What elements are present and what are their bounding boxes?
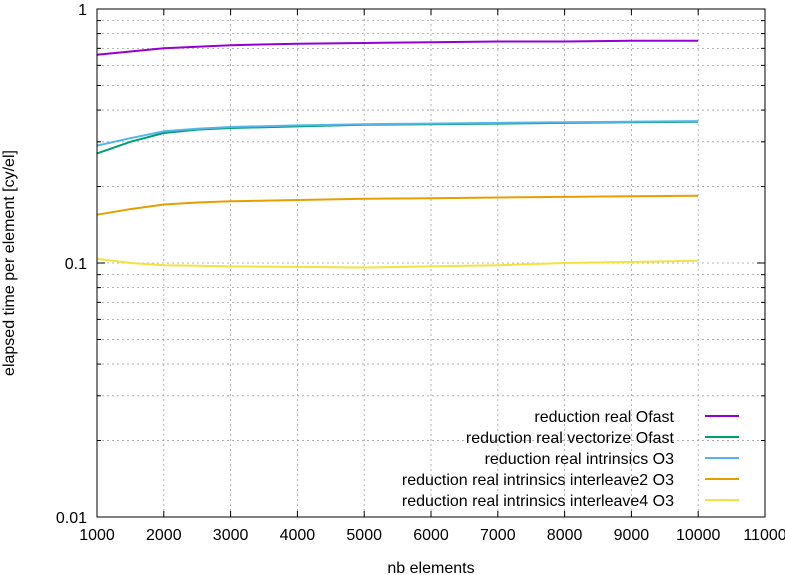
x-tick-label: 5000 xyxy=(346,527,382,544)
y-tick-labels: 0.01 0.1 1 xyxy=(56,2,87,527)
legend: reduction real Ofast reduction real vecto… xyxy=(402,409,739,510)
x-tick-label: 9000 xyxy=(614,527,650,544)
x-tick-label: 3000 xyxy=(213,527,249,544)
x-tick-label: 1000 xyxy=(79,527,115,544)
x-tick-label: 4000 xyxy=(280,527,316,544)
x-tick-label: 2000 xyxy=(146,527,182,544)
legend-label: reduction real vectorize Ofast xyxy=(466,430,675,447)
legend-label: reduction real intrinsics O3 xyxy=(485,451,675,468)
y-tick-label: 1 xyxy=(78,2,87,19)
legend-label: reduction real Ofast xyxy=(534,409,674,426)
y-tick-label: 0.1 xyxy=(65,256,87,273)
legend-label: reduction real intrinsics interleave2 O3 xyxy=(402,472,674,489)
x-axis-title: nb elements xyxy=(387,560,474,575)
axis-ticks xyxy=(96,9,766,518)
series-line-3 xyxy=(96,120,699,147)
grid xyxy=(97,9,765,517)
series-lines xyxy=(96,39,699,269)
series-line-1 xyxy=(96,39,699,56)
series-line-2 xyxy=(96,120,699,155)
x-tick-label: 11000 xyxy=(743,527,785,544)
x-tick-label: 6000 xyxy=(413,527,449,544)
y-axis-title: elapsed time per element [cy/el] xyxy=(1,150,18,376)
series-line-4 xyxy=(96,194,699,216)
x-tick-label: 8000 xyxy=(547,527,583,544)
x-tick-label: 7000 xyxy=(480,527,516,544)
x-tick-labels: 1000 2000 3000 4000 5000 6000 7000 8000 9000 1000… xyxy=(79,527,785,544)
legend-label: reduction real intrinsics interleave4 O3 xyxy=(402,493,674,510)
series-line-5 xyxy=(96,257,699,269)
x-tick-label: 10000 xyxy=(676,527,721,544)
y-tick-label: 0.01 xyxy=(56,510,87,527)
